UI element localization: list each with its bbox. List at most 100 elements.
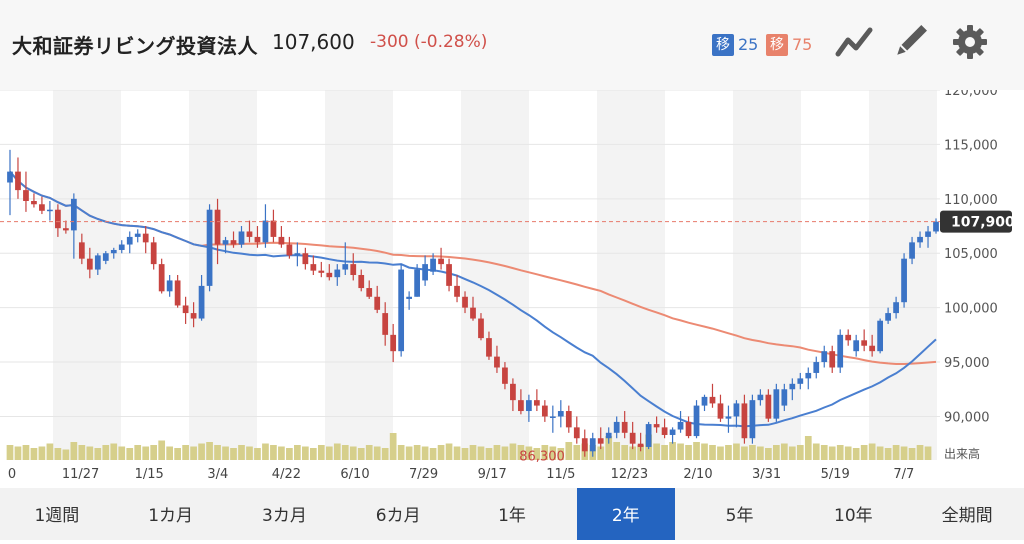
volume-bar [693,442,700,460]
volume-label: 出来高 [944,446,980,461]
candle-body [126,236,133,245]
period-5[interactable]: 2年 [576,488,675,540]
volume-bar [30,448,38,460]
volume-bar [788,446,796,460]
grid-band [189,90,257,460]
volume-bar [38,446,46,460]
period-6[interactable]: 5年 [725,506,754,526]
volume-bar [924,446,932,460]
candle-body [773,389,780,419]
period-2[interactable]: 3カ月 [262,506,307,526]
candle-body [158,264,165,292]
candle-body [733,403,740,417]
candle-body [757,394,764,401]
candle-body [238,231,245,245]
volume-bar [190,446,197,460]
candle-body [725,416,732,419]
candle-body [829,351,836,368]
candle-body [86,258,93,270]
volume-bar [317,445,325,460]
candle-body [813,362,820,373]
candle-body [31,201,37,205]
candle-body [262,220,269,243]
candle-body [39,204,45,211]
candle-body [541,405,548,417]
candle-body [414,269,420,297]
volume-bar [357,448,365,460]
volume-bar [549,446,557,460]
candle-body [198,285,205,319]
candle-body [110,249,117,254]
candle-body [685,421,692,437]
last-price-label: 107,900 [951,215,1015,231]
candle-body [589,438,596,452]
volume-bar [485,448,493,460]
ma-short-badge[interactable]: 移 [712,34,734,56]
candle-body [214,209,221,245]
period-7[interactable]: 10年 [834,506,873,526]
volume-bar [286,448,293,460]
candle-body [629,432,636,444]
volume-bar [254,448,261,460]
volume-bar [836,445,844,460]
period-1[interactable]: 1カ月 [148,506,194,526]
volume-bar [54,448,62,460]
candle-body [438,258,444,265]
candle-body [893,302,899,314]
min-price-label: 86,300 [519,450,565,465]
volume-bar [613,442,621,460]
volume-bar [709,445,716,460]
volume-bar [206,442,213,460]
candle-body [454,285,460,297]
candle-body [222,240,229,245]
volume-bar [860,445,868,460]
ma-long-period[interactable]: 75 [792,35,813,54]
volume-bar [565,442,573,460]
period-8[interactable]: 全期間 [941,506,993,526]
volume-bar [437,445,445,460]
volume-bar [820,445,828,460]
volume-bar [533,448,541,460]
line-chart-icon[interactable] [834,22,874,62]
volume-bar [333,443,341,460]
candle-body [318,270,325,273]
pencil-icon[interactable] [890,22,930,62]
candle-body [925,231,931,237]
candle-body [78,242,85,259]
x-tick-label: 2/10 [683,467,712,482]
candle-body [701,396,708,406]
ma-long-badge[interactable]: 移 [766,34,788,56]
period-4[interactable]: 1年 [498,506,526,526]
candle-body [446,264,452,286]
volume-bar [557,448,565,460]
x-tick-label: 12/23 [611,467,648,482]
volume-bar [373,446,381,460]
candle-body [741,403,748,439]
volume-bar [597,446,605,460]
volume-bar [166,446,174,460]
candle-body [653,424,660,428]
volume-bar [381,448,389,460]
candlestick-chart[interactable]: 120,000 115,000 110,000 105,000 100,000 95,00… [0,90,1024,488]
volume-bar [661,445,668,460]
ma-short-period[interactable]: 25 [738,35,759,54]
candle-body [533,400,540,406]
candle-body [382,313,389,335]
candle-body [565,411,572,428]
grid-band [461,90,529,460]
gear-icon[interactable] [950,22,990,62]
volume-bar [198,443,205,460]
volume-bar [908,448,916,460]
candle-body [645,424,652,447]
candle-body [869,345,876,352]
period-3[interactable]: 6カ月 [375,506,421,526]
candle-body [310,264,317,271]
candle-body [374,296,381,310]
grid-band [53,90,121,460]
volume-bar [765,448,772,460]
y-tick-label: 110,000 [944,193,998,208]
period-0[interactable]: 1週間 [34,506,80,526]
volume-bar [685,445,692,460]
candle-body [613,421,620,433]
candle-body [134,233,141,237]
